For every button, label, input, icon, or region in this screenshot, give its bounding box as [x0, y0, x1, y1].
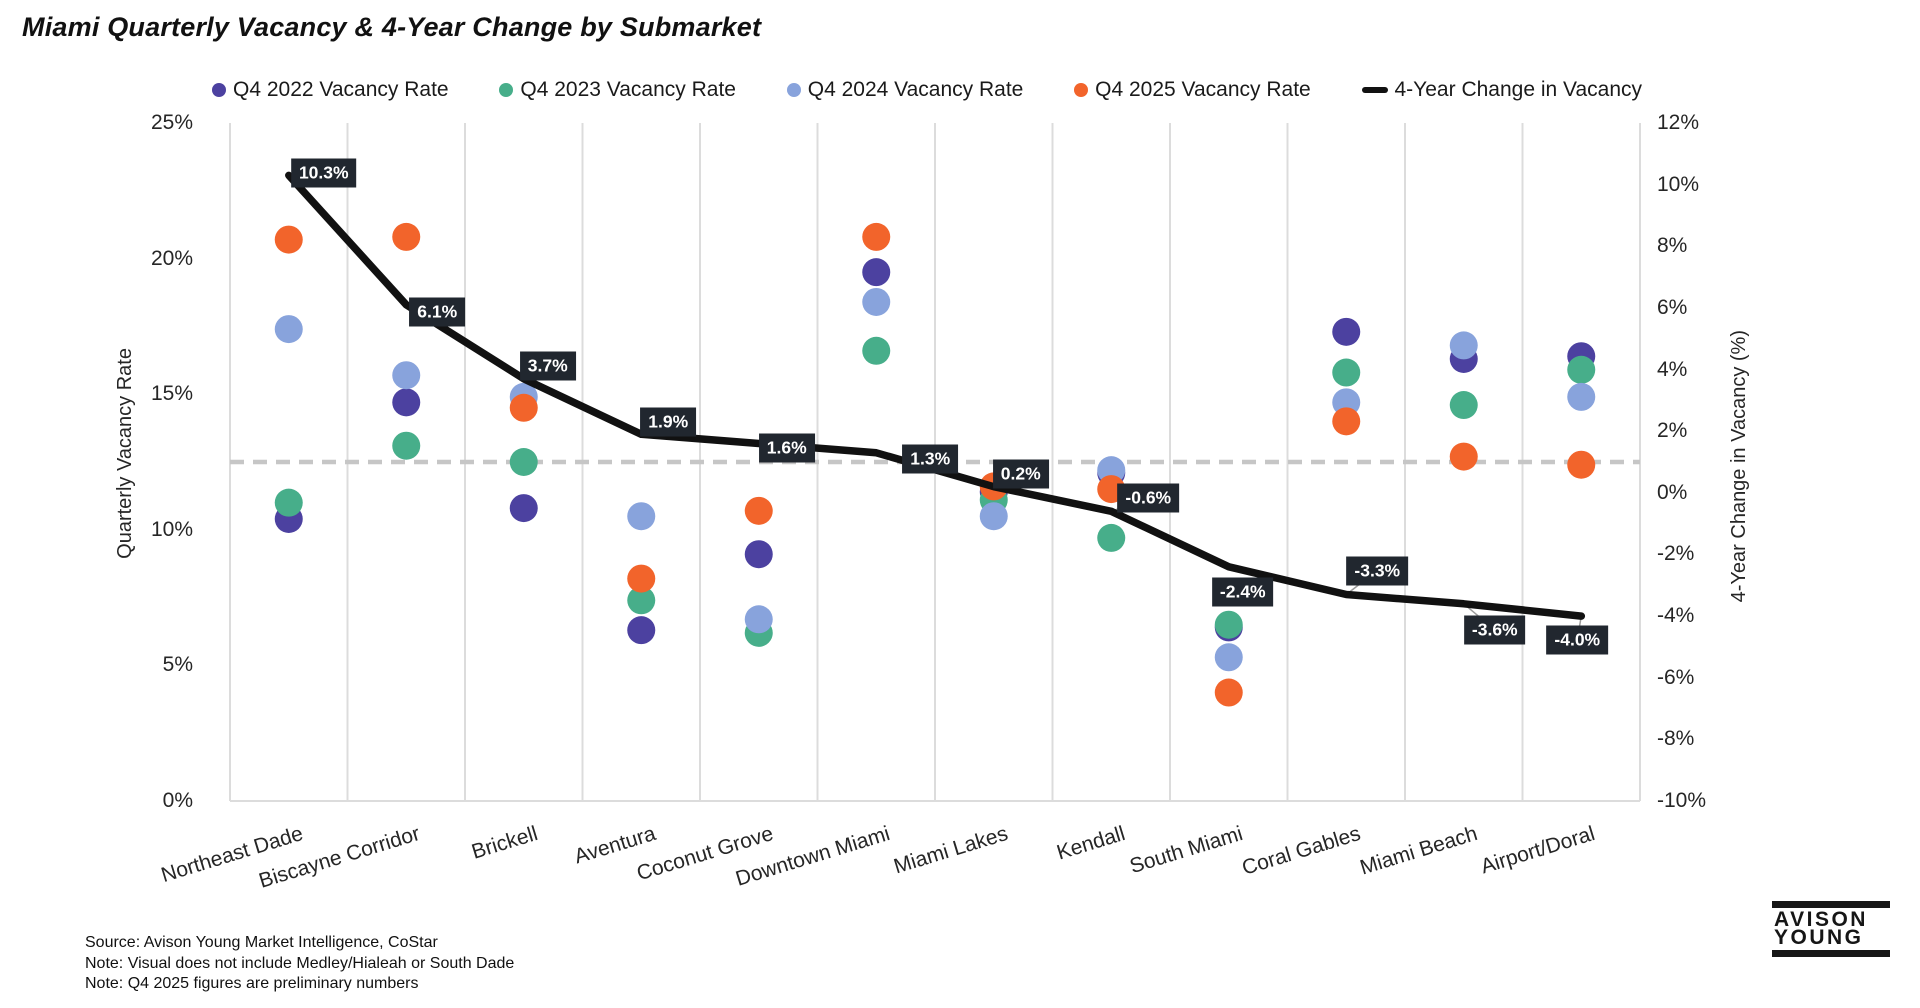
y-right-tick-12: 12%	[1657, 111, 1700, 134]
dot-q4-2024-miami-lakes	[979, 502, 1008, 531]
dot-q4-2025-coral-gables	[1332, 407, 1361, 436]
y-right-tick-4: 4%	[1657, 357, 1688, 381]
dot-q4-2025-northeast-dade	[274, 225, 303, 254]
legend-item-q4-2024: Q4 2024 Vacancy Rate	[786, 78, 1024, 102]
dot-q4-2023-coral-gables	[1332, 358, 1361, 387]
y-right-tick-2: -2%	[1657, 542, 1695, 566]
dot-q4-2025-aventura	[627, 564, 656, 593]
dot-q4-2025-coconut-grove	[744, 496, 773, 525]
dot-q4-2025-brickell	[509, 393, 538, 422]
y-right-tick-6: -6%	[1657, 665, 1695, 689]
y-left-tick-15: 15%	[150, 382, 193, 406]
dot-q4-2024-south-miami	[1214, 643, 1243, 672]
dot-q4-2023-kendall	[1097, 523, 1126, 552]
change-label-kendall: -0.6%	[1117, 483, 1180, 513]
y-right-tick-2: 2%	[1657, 419, 1688, 443]
legend-item-4-year-change: 4-Year Change in Vacancy	[1361, 78, 1643, 102]
dot-q4-2024-miami-beach	[1449, 331, 1478, 360]
dot-q4-2022-coconut-grove	[744, 540, 773, 569]
dot-q4-2023-brickell	[509, 448, 538, 476]
dot-q4-2025-downtown-miami	[862, 222, 891, 251]
dot-q4-2023-downtown-miami	[862, 336, 891, 365]
change-label-brickell: 3.7%	[519, 351, 576, 381]
legend-label-4-year-change: 4-Year Change in Vacancy	[1394, 78, 1643, 101]
dot-q4-2025-airport-doral	[1567, 450, 1596, 479]
logo-bar-top	[1772, 901, 1890, 908]
legend-item-q4-2025: Q4 2025 Vacancy Rate	[1074, 78, 1311, 102]
dot-q4-2024-airport-doral	[1567, 382, 1596, 411]
y-left-tick-0: 0%	[162, 789, 193, 812]
change-label-airport-doral: -4.0%	[1546, 625, 1609, 655]
change-label-coconut-grove: 1.6%	[758, 433, 815, 462]
dot-q4-2025-south-miami	[1214, 678, 1243, 707]
logo-text-avison: AVISON	[1774, 908, 1868, 931]
y-right-tick-6: 6%	[1657, 295, 1688, 319]
dot-q4-2023-biscayne-corridor	[392, 431, 421, 460]
legend-item-q4-2023: Q4 2023 Vacancy Rate	[499, 78, 736, 102]
dot-q4-2025-biscayne-corridor	[392, 222, 421, 251]
change-label-aventura: 1.9%	[640, 407, 697, 437]
legend-label-q4-2022: Q4 2022 Vacancy Rate	[233, 78, 449, 101]
dot-q4-2025-miami-beach	[1449, 442, 1478, 471]
legend-marker-q4-2023	[499, 83, 514, 97]
y-left-tick-20: 20%	[150, 246, 193, 270]
dot-q4-2024-downtown-miami	[862, 287, 891, 316]
y-right-axis-title: 4-Year Change in Vacancy (%)	[1728, 330, 1750, 603]
logo-text-young: YOUNG	[1774, 926, 1864, 949]
legend: Q4 2022 Vacancy Rate Q4 2023 Vacancy Rat…	[212, 78, 1642, 102]
y-right-tick-8: -8%	[1657, 727, 1695, 751]
footer-source: Source: Avison Young Market Intelligence…	[85, 934, 438, 951]
footer-notes: Source: Avison Young Market Intelligence…	[85, 933, 514, 995]
dot-q4-2023-miami-beach	[1449, 391, 1478, 420]
y-right-tick-10: 10%	[1657, 172, 1700, 196]
change-label-miami-beach: -3.6%	[1463, 615, 1526, 645]
legend-marker-q4-2022	[212, 83, 226, 97]
dot-q4-2023-airport-doral	[1567, 355, 1596, 384]
dot-q4-2024-aventura	[627, 502, 656, 531]
change-label-biscayne-corridor: 6.1%	[409, 297, 466, 327]
legend-label-q4-2025: Q4 2025 Vacancy Rate	[1095, 78, 1311, 101]
y-left-tick-25: 25%	[150, 111, 193, 134]
page-title: Miami Quarterly Vacancy & 4-Year Change …	[22, 12, 762, 42]
dot-q4-2023-south-miami	[1214, 610, 1243, 639]
change-label-coral-gables: -3.3%	[1346, 556, 1409, 586]
legend-item-q4-2022: Q4 2022 Vacancy Rate	[212, 78, 449, 102]
brand-logo: AVISON YOUNG	[1772, 901, 1890, 957]
footer-note-2: Note: Q4 2025 figures are preliminary nu…	[85, 975, 419, 992]
change-label-downtown-miami: 1.3%	[902, 444, 959, 474]
dot-q4-2022-brickell	[509, 494, 538, 523]
change-label-miami-lakes: 0.2%	[992, 459, 1049, 489]
y-right-tick-0: 0%	[1657, 480, 1688, 504]
dot-q4-2022-coral-gables	[1332, 317, 1361, 346]
y-left-tick-10: 10%	[150, 517, 193, 541]
legend-marker-4-year-change	[1361, 87, 1388, 93]
dot-q4-2023-aventura	[627, 586, 656, 615]
change-label-south-miami: -2.4%	[1211, 577, 1274, 607]
legend-marker-q4-2024	[786, 83, 801, 97]
dot-q4-2023-northeast-dade	[274, 488, 303, 517]
y-left-tick-5: 5%	[162, 653, 193, 677]
legend-marker-q4-2025	[1074, 83, 1089, 97]
logo-bar-bottom	[1772, 950, 1890, 957]
legend-label-q4-2024: Q4 2024 Vacancy Rate	[807, 78, 1024, 101]
dot-q4-2022-aventura	[627, 616, 656, 645]
dot-q4-2022-biscayne-corridor	[392, 388, 421, 417]
dot-q4-2022-downtown-miami	[862, 258, 891, 287]
change-label-northeast-dade: 10.3%	[290, 158, 357, 188]
y-right-tick-8: 8%	[1657, 234, 1688, 258]
footer-note-1: Note: Visual does not include Medley/Hia…	[85, 954, 515, 972]
dot-q4-2024-northeast-dade	[274, 315, 303, 344]
y-right-tick-10: -10%	[1657, 789, 1707, 812]
dot-q4-2024-coconut-grove	[744, 605, 773, 634]
dot-q4-2024-biscayne-corridor	[392, 361, 421, 390]
legend-label-q4-2023: Q4 2023 Vacancy Rate	[520, 78, 736, 101]
y-right-tick-4: -4%	[1657, 604, 1695, 628]
